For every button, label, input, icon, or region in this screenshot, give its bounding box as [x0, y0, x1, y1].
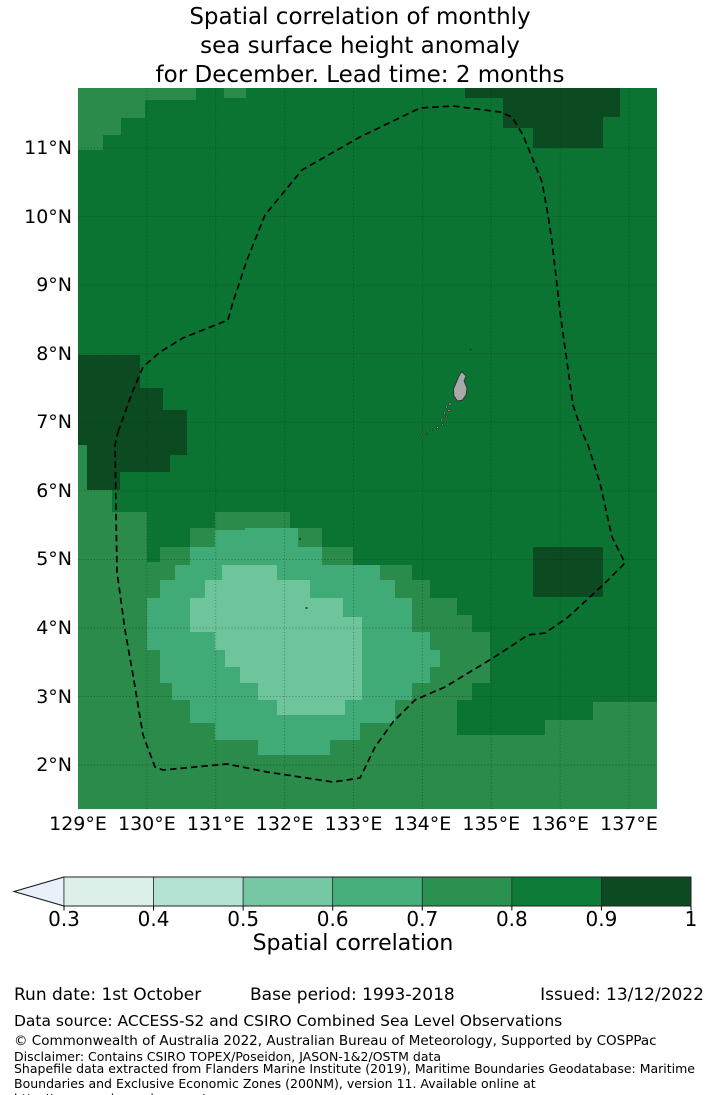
y-tick-label: 7°N: [36, 411, 72, 434]
colorbar-under-arrow: [12, 876, 65, 907]
colorbar-tick-label: 0.4: [137, 907, 170, 931]
colorbar-label: Spatial correlation: [252, 931, 454, 956]
shapefile-line2: Boundaries and Exclusive Economic Zones …: [14, 1076, 536, 1095]
colorbar-tick-label: 0.5: [227, 907, 260, 931]
islet: [441, 423, 444, 426]
colorbar-segment: [511, 876, 602, 907]
islet: [445, 405, 448, 409]
eez-boundary-dashed: [114, 105, 627, 783]
x-tick-label: 130°E: [117, 813, 176, 835]
islet-speck: [469, 348, 472, 351]
issued-date: Issued: 13/12/2022: [540, 985, 704, 1005]
y-tick-label: 8°N: [36, 342, 72, 365]
x-tick-label: 135°E: [462, 813, 521, 835]
y-tick-label: 11°N: [24, 137, 72, 159]
y-tick-label: 4°N: [36, 616, 72, 639]
colorbar-tick-label: 0.3: [48, 907, 80, 931]
x-tick-label: 136°E: [531, 813, 590, 835]
colorbar-tick-label: 0.9: [585, 907, 618, 931]
disclaimer-line: Disclaimer: Contains CSIRO TOPEX/Poseido…: [14, 1049, 442, 1064]
colorbar-segment: [153, 876, 244, 907]
copyright-line: © Commonwealth of Australia 2022, Austra…: [14, 1033, 657, 1049]
correlation-region-0.7-0.8: [224, 88, 246, 98]
x-tick-label: 129°E: [49, 813, 107, 835]
islet: [448, 402, 452, 406]
y-tick-label: 6°N: [36, 479, 72, 502]
page-title-line1: Spatial correlation of monthly: [189, 4, 531, 30]
islet-speck: [299, 538, 301, 540]
y-tick-label: 2°N: [36, 754, 72, 777]
colorbar-segment: [421, 876, 513, 907]
islet-speck: [305, 607, 308, 609]
islet: [440, 418, 443, 422]
colorbar-outline: [12, 876, 692, 907]
correlation-region-0.9-1.0: [465, 88, 620, 148]
x-tick-label: 132°E: [255, 813, 314, 835]
islet: [421, 436, 424, 439]
correlation-region-0.7-0.8: [78, 88, 196, 150]
x-tick-label: 133°E: [324, 813, 383, 835]
correlation-region-0.5-0.6: [190, 565, 362, 715]
colorbar-tick-label: 0.6: [316, 907, 349, 931]
page-title-line2: sea surface height anomaly: [200, 33, 520, 59]
shapefile-line1: Shapefile data extracted from Flanders M…: [14, 1061, 695, 1076]
y-tick-label: 5°N: [36, 548, 72, 571]
base-period: Base period: 1993-2018: [250, 985, 455, 1005]
colorbar-segment: [63, 876, 154, 907]
correlation-region-0.9-1.0: [533, 547, 603, 597]
page-title-line3: for December. Lead time: 2 months: [155, 62, 565, 88]
colorbar: [12, 876, 692, 911]
colorbar-segment: [242, 876, 334, 907]
colorbar-tick-label: 0.7: [406, 907, 439, 931]
data-source-line: Data source: ACCESS-S2 and CSIRO Combine…: [14, 1012, 563, 1030]
y-tick-label: 3°N: [36, 685, 72, 708]
y-tick-label: 10°N: [24, 205, 72, 228]
x-tick-label: 131°E: [186, 813, 245, 835]
y-tick-label: 9°N: [36, 274, 72, 297]
palau-main-island: [453, 370, 468, 402]
colorbar-tick-label: 0.8: [495, 907, 528, 931]
correlation-region-0.9-1.0: [78, 355, 187, 490]
x-tick-label: 134°E: [393, 813, 452, 835]
islet: [445, 415, 448, 419]
map-plot-area: [78, 88, 657, 809]
colorbar-tick-label: 1: [684, 907, 698, 931]
islet: [443, 411, 446, 415]
islet: [436, 426, 439, 429]
colorbar-segment: [601, 876, 692, 907]
run-date: Run date: 1st October: [14, 985, 202, 1005]
colorbar-segment: [332, 876, 423, 907]
islet: [430, 428, 433, 432]
x-tick-label: 137°E: [600, 813, 658, 835]
islet: [447, 409, 451, 412]
islet: [425, 432, 428, 435]
